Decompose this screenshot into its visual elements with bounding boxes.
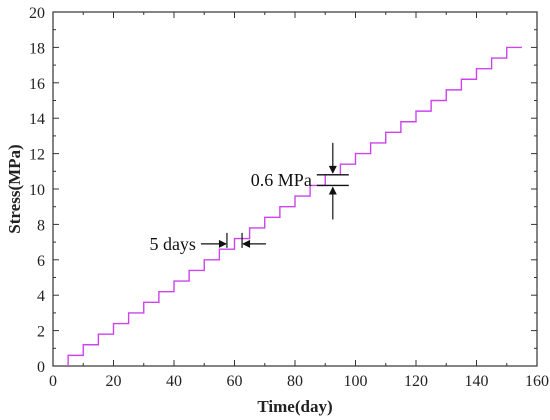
days-annotation-label: 5 days — [149, 234, 196, 254]
mpa-arrow-up-head — [328, 186, 337, 195]
y-tick-label: 2 — [37, 324, 45, 341]
x-tick-label: 140 — [465, 373, 489, 390]
x-tick-label: 60 — [227, 373, 243, 390]
y-tick-label: 12 — [29, 147, 45, 164]
days-arrow-left-head — [242, 239, 251, 248]
stress-step-line — [67, 46, 522, 366]
y-tick-label: 20 — [29, 5, 45, 22]
x-axis-title: Time(day) — [257, 397, 332, 416]
x-tick-label: 20 — [106, 373, 122, 390]
y-tick-label: 14 — [29, 111, 45, 128]
days-arrow-right-head — [218, 239, 227, 248]
x-tick-label: 40 — [166, 373, 182, 390]
y-tick-label: 6 — [37, 253, 45, 270]
y-tick-label: 8 — [37, 217, 45, 234]
x-tick-label: 100 — [344, 373, 368, 390]
x-tick-label: 0 — [49, 373, 57, 390]
y-axis-ticks: 0 2 4 6 8 10 12 14 16 18 20 — [29, 5, 537, 376]
y-tick-label: 0 — [37, 359, 45, 376]
y-tick-label: 10 — [29, 182, 45, 199]
y-axis-title: Stress(MPa) — [5, 144, 24, 233]
y-tick-label: 16 — [29, 76, 45, 93]
y-tick-label: 4 — [37, 288, 45, 305]
y-tick-label: 18 — [29, 40, 45, 57]
x-tick-label: 120 — [404, 373, 428, 390]
mpa-arrow-down-head — [328, 165, 337, 174]
x-axis-ticks: 0 20 40 60 80 100 120 140 160 — [49, 12, 549, 390]
x-tick-label: 160 — [525, 373, 549, 390]
annotations: 0.6 MPa 5 days — [149, 142, 349, 254]
mpa-annotation-label: 0.6 MPa — [251, 170, 312, 190]
x-tick-label: 80 — [287, 373, 303, 390]
